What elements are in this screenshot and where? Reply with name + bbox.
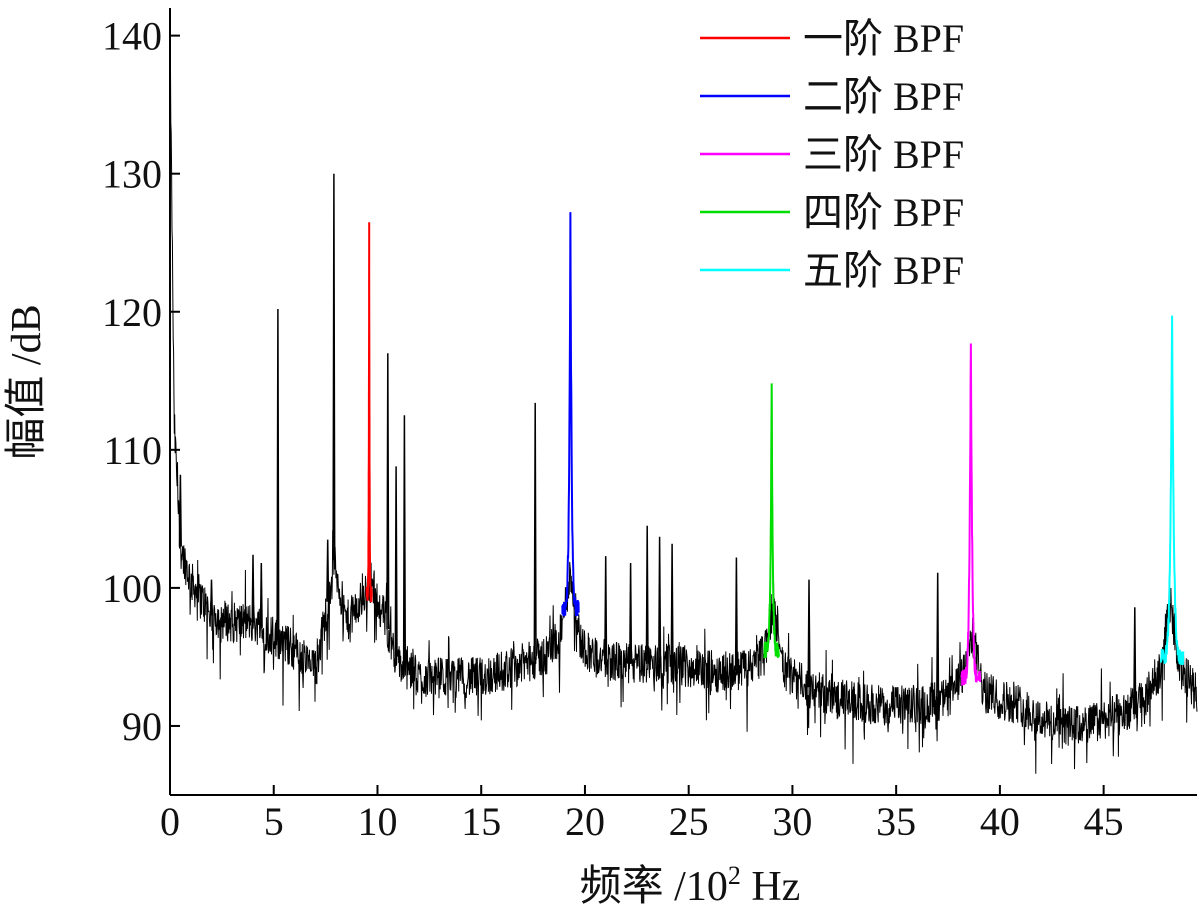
- x-tick-label: 20: [565, 799, 605, 844]
- plot-area: [169, 29, 1198, 774]
- x-tick-label: 30: [772, 799, 812, 844]
- legend-label: 二阶 BPF: [803, 74, 964, 119]
- x-tick-label: 40: [980, 799, 1020, 844]
- y-tick-label: 120: [102, 290, 162, 335]
- spectrum-peak: [332, 173, 336, 561]
- spectrum-peak: [386, 353, 390, 630]
- legend-label: 三阶 BPF: [803, 132, 964, 177]
- x-tick-label: 10: [357, 799, 397, 844]
- y-tick-label: 90: [122, 704, 162, 749]
- bpf-peak-2: [561, 212, 580, 617]
- spectrum-peak: [645, 525, 649, 664]
- spectrum-peak: [209, 579, 214, 616]
- legend-label: 五阶 BPF: [803, 248, 964, 293]
- spectrum-peak: [670, 543, 674, 665]
- spectrum-peak: [1133, 607, 1137, 706]
- legend-label: 四阶 BPF: [803, 190, 964, 235]
- spectrum-peak: [394, 466, 398, 657]
- spectrum-trace: [169, 29, 1198, 774]
- x-tick-label: 15: [461, 799, 501, 844]
- spectrum-peak: [658, 536, 662, 664]
- spectrum-peak: [734, 557, 738, 671]
- x-tick-label: 5: [264, 799, 284, 844]
- spectrum-peak: [326, 539, 330, 602]
- x-tick-label: 25: [669, 799, 709, 844]
- spectrum-peak: [807, 579, 811, 688]
- spectrum-peak: [604, 556, 608, 660]
- bpf-peak-3: [960, 343, 982, 686]
- spectrum-peak: [178, 474, 182, 547]
- x-tick-label: 35: [876, 799, 916, 844]
- x-tick-label: 45: [1084, 799, 1124, 844]
- y-tick-label: 110: [103, 428, 162, 473]
- spectrum-peak: [251, 554, 255, 623]
- spectrum-peak: [276, 308, 280, 640]
- spectrum-peak: [936, 572, 940, 701]
- spectrum-peak: [402, 415, 407, 669]
- y-tick-label: 140: [102, 14, 162, 59]
- bpf-peak-1: [365, 222, 373, 603]
- axes: 0 5 10 15 20 25 30 35 40 45 90 100 110 120 130 140: [102, 8, 1197, 844]
- spectrum-peak: [259, 562, 263, 628]
- x-tick-label: 0: [160, 799, 180, 844]
- legend-label: 一阶 BPF: [803, 16, 964, 61]
- bpf-peak-4: [763, 383, 780, 659]
- spectrum-peak: [533, 402, 537, 660]
- legend: 一阶 BPF 二阶 BPF 三阶 BPF 四阶 BPF 五阶 BPF: [700, 16, 964, 293]
- y-tick-label: 130: [102, 152, 162, 197]
- y-tick-label: 100: [102, 566, 162, 611]
- bpf-peak-5: [1159, 315, 1185, 665]
- y-axis-title: 幅值 /dB: [4, 304, 50, 459]
- x-axis-title: 频率 /102 Hz: [580, 861, 801, 910]
- spectrum-peak: [629, 562, 633, 664]
